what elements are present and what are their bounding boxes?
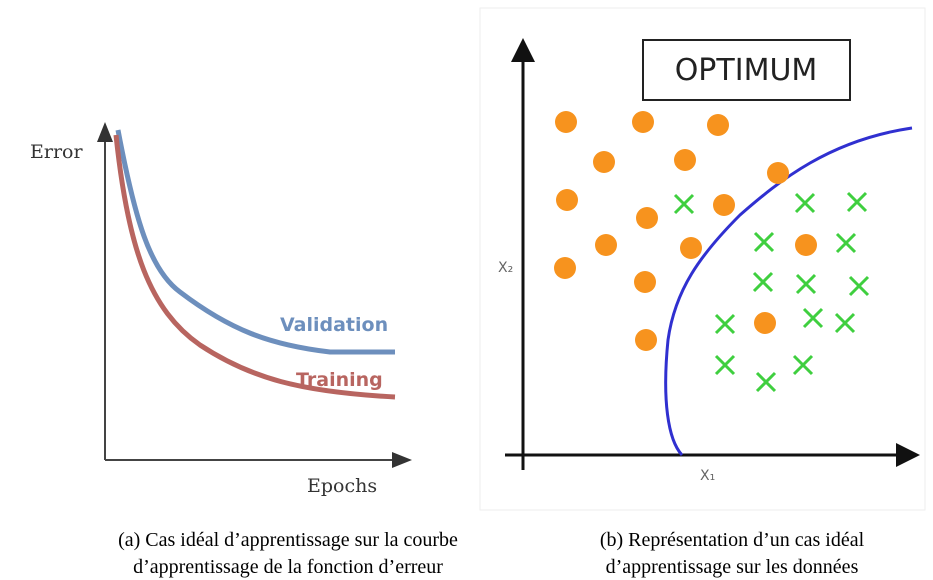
green-cross	[792, 354, 814, 376]
orange-point	[795, 234, 817, 256]
green-cross	[846, 191, 868, 213]
optimum-panel: OPTIMUM X₂ X₁	[479, 7, 926, 511]
green-cross	[794, 192, 816, 214]
orange-point	[555, 111, 577, 133]
green-cross	[834, 312, 856, 334]
caption-b-line1: (b) Représentation d’un cas idéal	[600, 529, 865, 551]
orange-point	[713, 194, 735, 216]
orange-point	[554, 257, 576, 279]
orange-point	[635, 329, 657, 351]
x-label: X₁	[700, 468, 715, 484]
points	[554, 111, 870, 393]
green-cross	[835, 232, 857, 254]
green-cross	[752, 271, 774, 293]
caption-a-line2: d’apprentissage de la fonction d’erreur	[133, 556, 443, 578]
optimum-box	[642, 39, 851, 101]
green-cross	[848, 275, 870, 297]
y-label: Error	[30, 141, 83, 163]
orange-point	[674, 149, 696, 171]
green-cross	[755, 371, 777, 393]
y-label: X₂	[498, 260, 513, 276]
orange-point	[595, 234, 617, 256]
green-cross	[795, 273, 817, 295]
green-cross	[714, 313, 736, 335]
orange-point	[754, 312, 776, 334]
orange-point	[556, 189, 578, 211]
green-cross	[673, 193, 695, 215]
validation-label: Validation	[280, 314, 388, 336]
x-label: Epochs	[307, 475, 377, 497]
panel-border	[479, 7, 926, 511]
training-label: Training	[296, 369, 383, 391]
green-cross	[753, 231, 775, 253]
caption-a-line1: (a) Cas idéal d’apprentissage sur la cou…	[118, 529, 458, 551]
orange-point	[593, 151, 615, 173]
orange-point	[636, 207, 658, 229]
orange-point	[767, 162, 789, 184]
training-curve	[113, 134, 396, 400]
caption-b-line2: d’apprentissage sur les données	[606, 556, 859, 578]
validation-curve	[115, 129, 395, 355]
orange-point	[707, 114, 729, 136]
green-cross	[714, 354, 736, 376]
orange-point	[680, 237, 702, 259]
optimum-label: OPTIMUM	[675, 53, 818, 88]
orange-point	[634, 271, 656, 293]
orange-point	[632, 111, 654, 133]
green-cross	[802, 307, 824, 329]
decision-boundary	[664, 126, 913, 457]
learning-curve-panel: Error Epochs Validation Training	[30, 122, 412, 497]
